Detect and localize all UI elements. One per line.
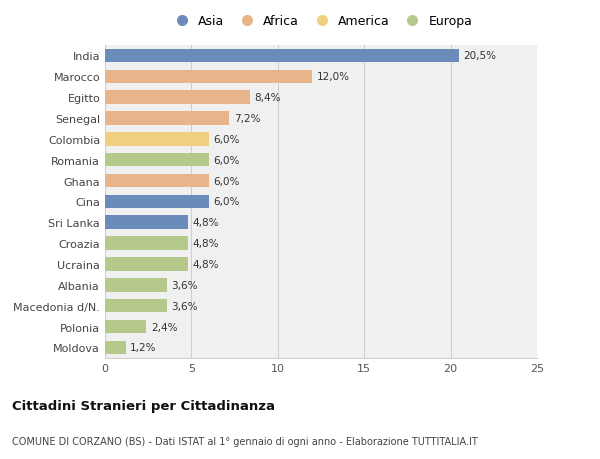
Bar bbox=[105, 133, 209, 146]
Bar bbox=[105, 216, 188, 230]
Text: 6,0%: 6,0% bbox=[213, 176, 239, 186]
Bar bbox=[105, 279, 167, 292]
Text: 1,2%: 1,2% bbox=[130, 342, 157, 353]
Text: 20,5%: 20,5% bbox=[464, 51, 497, 62]
Text: 6,0%: 6,0% bbox=[213, 155, 239, 165]
Bar bbox=[105, 195, 209, 209]
Text: 4,8%: 4,8% bbox=[192, 259, 219, 269]
Text: 8,4%: 8,4% bbox=[254, 93, 281, 103]
Bar bbox=[105, 174, 209, 188]
Bar bbox=[105, 320, 146, 334]
Bar bbox=[105, 70, 313, 84]
Text: COMUNE DI CORZANO (BS) - Dati ISTAT al 1° gennaio di ogni anno - Elaborazione TU: COMUNE DI CORZANO (BS) - Dati ISTAT al 1… bbox=[12, 436, 478, 446]
Bar bbox=[105, 237, 188, 250]
Bar bbox=[105, 299, 167, 313]
Text: 4,8%: 4,8% bbox=[192, 239, 219, 249]
Bar bbox=[105, 154, 209, 167]
Legend: Asia, Africa, America, Europa: Asia, Africa, America, Europa bbox=[164, 11, 478, 34]
Bar bbox=[105, 91, 250, 105]
Bar bbox=[105, 50, 459, 63]
Text: 7,2%: 7,2% bbox=[234, 114, 260, 124]
Bar bbox=[105, 341, 126, 354]
Text: 12,0%: 12,0% bbox=[317, 72, 350, 82]
Text: 2,4%: 2,4% bbox=[151, 322, 177, 332]
Text: 3,6%: 3,6% bbox=[172, 301, 198, 311]
Bar bbox=[105, 257, 188, 271]
Text: 6,0%: 6,0% bbox=[213, 134, 239, 145]
Text: 4,8%: 4,8% bbox=[192, 218, 219, 228]
Bar bbox=[105, 112, 229, 125]
Text: 6,0%: 6,0% bbox=[213, 197, 239, 207]
Text: Cittadini Stranieri per Cittadinanza: Cittadini Stranieri per Cittadinanza bbox=[12, 399, 275, 412]
Text: 3,6%: 3,6% bbox=[172, 280, 198, 290]
